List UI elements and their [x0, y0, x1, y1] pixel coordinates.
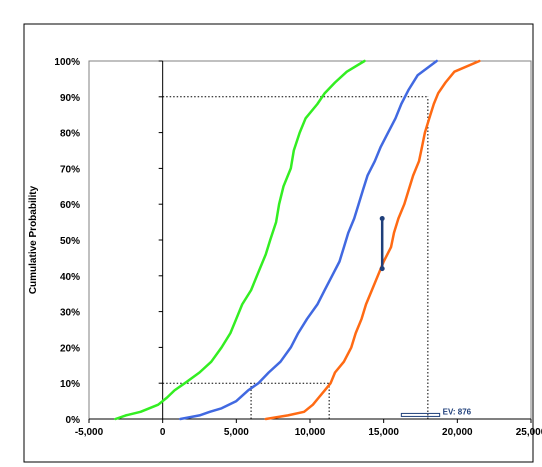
series-line-2 — [264, 59, 481, 421]
x-tick-label: 10,000 — [295, 427, 326, 438]
y-tick-label: 30% — [60, 308, 80, 319]
y-tick-label: 100% — [54, 57, 80, 68]
y-tick-labels: 0% 10% 20% 30% 40% 50% 60% 70% 80% 90% 100% — [54, 57, 80, 426]
reference-lines — [162, 96, 429, 419]
series-layer — [114, 59, 481, 421]
y-tick-label: 90% — [60, 93, 80, 104]
y-tick-label: 10% — [60, 379, 80, 390]
y-tick-label: 80% — [60, 129, 80, 140]
y-tick-label: 60% — [60, 200, 80, 211]
x-tick-label: 0 — [160, 427, 166, 438]
y-tick-label: 20% — [60, 343, 80, 354]
ev-annotation-label: EV: 876 — [443, 407, 472, 416]
annotations: EV: 876 — [379, 216, 472, 417]
x-tick-label: 5,000 — [224, 427, 249, 438]
series-line-0 — [114, 59, 366, 421]
marker-dot-top — [379, 216, 385, 222]
x-tick-label: -5,000 — [75, 427, 104, 438]
axes — [88, 60, 532, 423]
y-tick-label: 70% — [60, 164, 80, 175]
marker-dot-bottom — [379, 266, 385, 272]
y-tick-label: 40% — [60, 272, 80, 283]
y-tick-label: 50% — [60, 236, 80, 247]
y-tick-label: 0% — [66, 415, 81, 426]
x-tick-label: 15,000 — [368, 427, 399, 438]
ev-marker-box — [400, 412, 441, 417]
x-tick-label: 25,000 — [516, 427, 542, 438]
y-axis-title: Cumulative Probability — [28, 185, 39, 294]
x-tick-label: 20,000 — [442, 427, 473, 438]
series-line-1 — [179, 59, 438, 421]
x-tick-labels: -5,000 0 5,000 10,000 15,000 20,000 25,000 — [75, 427, 542, 438]
